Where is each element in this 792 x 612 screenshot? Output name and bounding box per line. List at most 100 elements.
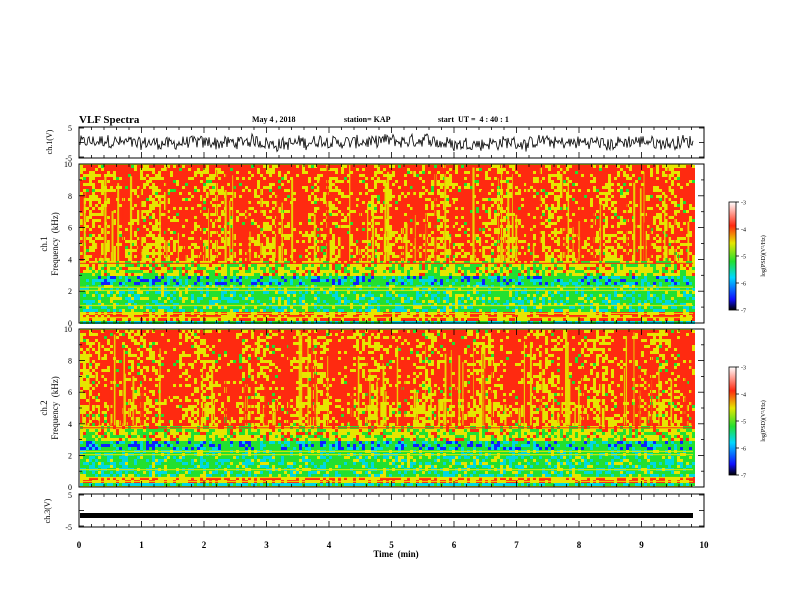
spectrogram-cell xyxy=(311,309,314,312)
spectrogram-cell xyxy=(200,303,203,306)
spectrogram-cell xyxy=(125,195,128,198)
spectrogram-cell xyxy=(281,294,284,297)
spectrogram-cell xyxy=(200,282,203,285)
spectrogram-cell xyxy=(80,315,83,318)
spectrogram-cell xyxy=(332,234,335,237)
spectrogram-cell xyxy=(218,309,221,312)
spectrogram-cell xyxy=(140,198,143,201)
spectrogram-cell xyxy=(167,261,170,264)
spectrogram-cell xyxy=(266,195,269,198)
spectrogram-cell xyxy=(221,303,224,306)
spectrogram-cell xyxy=(119,234,122,237)
spectrogram-cell xyxy=(245,180,248,183)
spectrogram-cell xyxy=(119,291,122,294)
spectrogram-cell xyxy=(350,279,353,282)
spectrogram-cell xyxy=(164,276,167,279)
spectrogram-cell xyxy=(266,225,269,228)
spectrogram-cell xyxy=(107,258,110,261)
spectrogram-cell xyxy=(155,210,158,213)
spectrogram-cell xyxy=(92,249,95,252)
spectrogram-cell xyxy=(131,249,134,252)
spectrogram-cell xyxy=(236,282,239,285)
spectrogram-cell xyxy=(275,195,278,198)
spectrogram-cell xyxy=(107,168,110,171)
spectrogram-cell xyxy=(314,267,317,270)
spectrogram-cell xyxy=(305,171,308,174)
spectrogram-cell xyxy=(272,297,275,300)
spectrogram-cell xyxy=(323,180,326,183)
spectrogram-cell xyxy=(260,255,263,258)
spectrogram-cell xyxy=(200,300,203,303)
spectrogram-cell xyxy=(305,180,308,183)
spectrogram-cell xyxy=(278,285,281,288)
spectrogram-cell xyxy=(203,174,206,177)
spectrogram-cell xyxy=(149,282,152,285)
spectrogram-cell xyxy=(272,174,275,177)
spectrogram-cell xyxy=(200,183,203,186)
spectrogram-cell xyxy=(293,237,296,240)
spectrogram-cell xyxy=(143,231,146,234)
spectrogram-cell xyxy=(353,273,356,276)
spectrogram-cell xyxy=(323,201,326,204)
spectrogram-cell xyxy=(92,204,95,207)
spectrogram-cell xyxy=(80,231,83,234)
spectrogram-cell xyxy=(161,210,164,213)
spectrogram-cell xyxy=(353,255,356,258)
spectrogram-cell xyxy=(302,288,305,291)
spectrogram-cell xyxy=(170,300,173,303)
spectrogram-cell xyxy=(182,282,185,285)
spectrogram-cell xyxy=(197,276,200,279)
spectrogram-cell xyxy=(338,207,341,210)
spectrogram-cell xyxy=(263,306,266,309)
spectrogram-cell xyxy=(134,240,137,243)
spectrogram-cell xyxy=(338,216,341,219)
spectrogram-cell xyxy=(293,210,296,213)
spectrogram-cell xyxy=(185,225,188,228)
spectrogram-cell xyxy=(230,288,233,291)
spectrogram-cell xyxy=(350,252,353,255)
spectrogram-cell xyxy=(332,294,335,297)
spectrogram-cell xyxy=(332,192,335,195)
spectrogram-cell xyxy=(335,174,338,177)
spectrogram-cell xyxy=(149,309,152,312)
spectrogram-cell xyxy=(125,255,128,258)
spectrogram-cell xyxy=(302,225,305,228)
spectrogram-cell xyxy=(110,174,113,177)
spectrogram-cell xyxy=(287,225,290,228)
spectrogram-cell xyxy=(80,213,83,216)
spectrogram-cell xyxy=(212,318,215,321)
spectrogram-cell xyxy=(344,231,347,234)
spectrogram-cell xyxy=(323,315,326,318)
spectrogram-cell xyxy=(263,291,266,294)
spectrogram-cell xyxy=(332,189,335,192)
spectrogram-cell xyxy=(122,177,125,180)
spectrogram-cell xyxy=(317,270,320,273)
spectrogram-cell xyxy=(335,243,338,246)
spectrogram-cell xyxy=(335,315,338,318)
spectrogram-cell xyxy=(194,315,197,318)
spectrogram-cell xyxy=(179,210,182,213)
spectrogram-cell xyxy=(185,297,188,300)
spectrogram-cell xyxy=(266,168,269,171)
spectrogram-cell xyxy=(302,195,305,198)
spectrogram-cell xyxy=(296,234,299,237)
spectrogram-cell xyxy=(176,249,179,252)
spectrogram-cell xyxy=(305,198,308,201)
spectrogram-cell xyxy=(296,261,299,264)
spectrogram-cell xyxy=(242,198,245,201)
spectrogram-cell xyxy=(164,300,167,303)
spectrogram-cell xyxy=(254,252,257,255)
spectrogram-cell xyxy=(335,183,338,186)
spectrogram-cell xyxy=(212,186,215,189)
spectrogram-cell xyxy=(281,315,284,318)
spectrogram-cell xyxy=(251,243,254,246)
spectrogram-cell xyxy=(110,234,113,237)
spectrogram-cell xyxy=(206,315,209,318)
spectrogram-cell xyxy=(218,282,221,285)
spectrogram-cell xyxy=(203,306,206,309)
spectrogram-cell xyxy=(161,243,164,246)
spectrogram-cell xyxy=(83,309,86,312)
spectrogram-cell xyxy=(131,282,134,285)
spectrogram-cell xyxy=(80,285,83,288)
spectrogram-cell xyxy=(305,222,308,225)
